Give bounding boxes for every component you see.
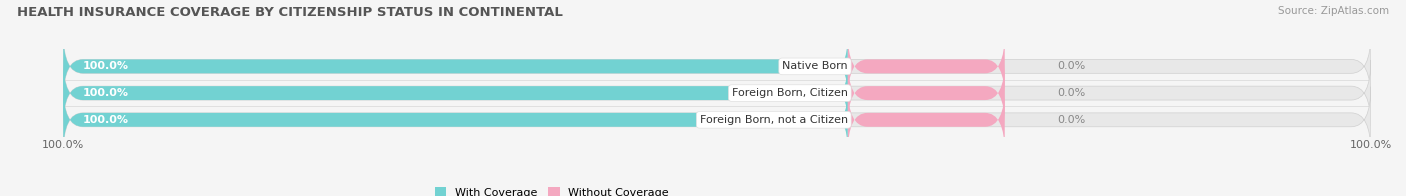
FancyBboxPatch shape [63,33,848,100]
FancyBboxPatch shape [63,87,1371,153]
Legend: With Coverage, Without Coverage: With Coverage, Without Coverage [434,187,669,196]
FancyBboxPatch shape [848,87,1005,153]
FancyBboxPatch shape [63,87,848,153]
FancyBboxPatch shape [63,60,848,126]
Text: Source: ZipAtlas.com: Source: ZipAtlas.com [1278,6,1389,16]
FancyBboxPatch shape [63,33,1371,100]
FancyBboxPatch shape [848,60,1005,126]
Text: HEALTH INSURANCE COVERAGE BY CITIZENSHIP STATUS IN CONTINENTAL: HEALTH INSURANCE COVERAGE BY CITIZENSHIP… [17,6,562,19]
Text: 0.0%: 0.0% [1057,61,1085,71]
Text: Foreign Born, Citizen: Foreign Born, Citizen [731,88,848,98]
Text: Native Born: Native Born [782,61,848,71]
Text: 100.0%: 100.0% [83,61,129,71]
FancyBboxPatch shape [63,60,1371,126]
Text: Foreign Born, not a Citizen: Foreign Born, not a Citizen [700,115,848,125]
Text: 100.0%: 100.0% [83,115,129,125]
Text: 0.0%: 0.0% [1057,115,1085,125]
FancyBboxPatch shape [848,33,1005,100]
Text: 100.0%: 100.0% [83,88,129,98]
Text: 0.0%: 0.0% [1057,88,1085,98]
